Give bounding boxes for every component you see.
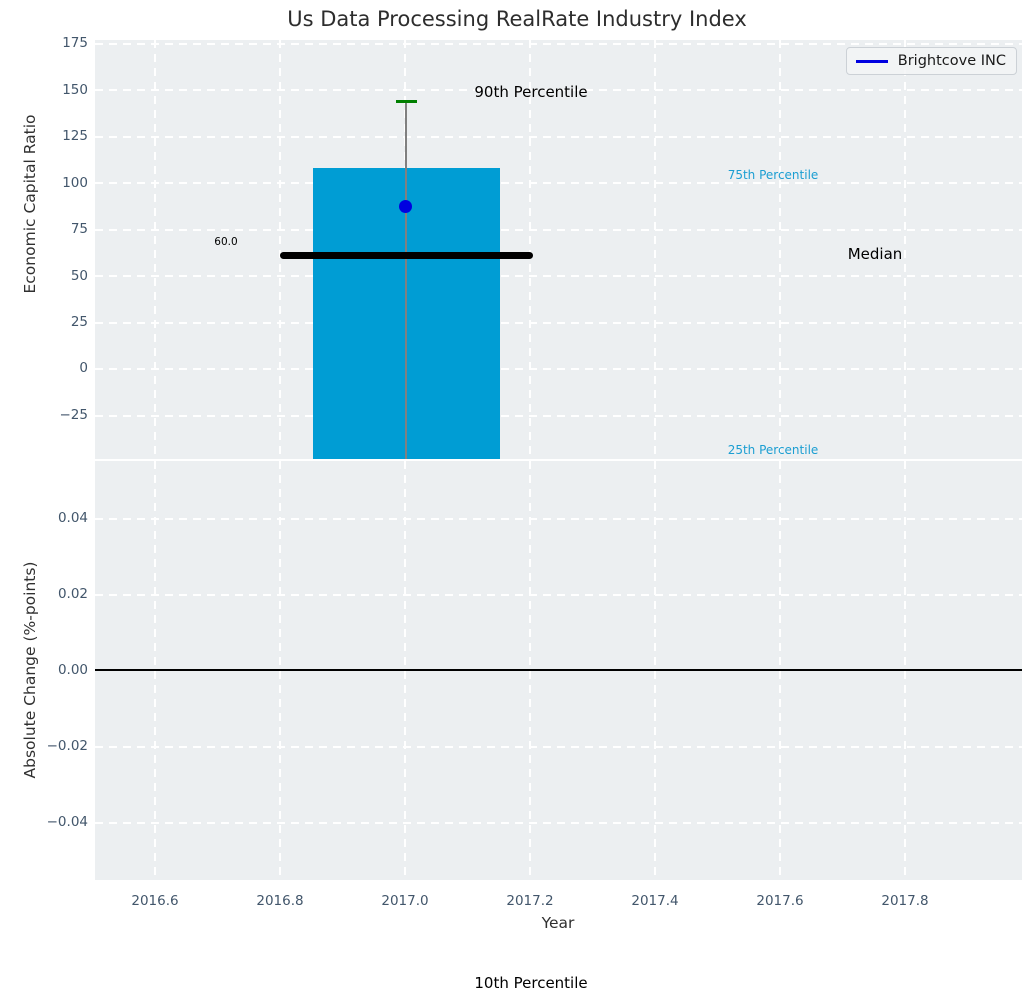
x-tick: 2017.4 (631, 893, 679, 909)
y-tick: 0.02 (57, 586, 88, 602)
y-tick: 175 (62, 35, 88, 51)
y-tick: 150 (62, 82, 88, 98)
gridline (779, 40, 781, 459)
x-tick: 2017.6 (756, 893, 804, 909)
y-tick: 125 (62, 128, 88, 144)
legend: Brightcove INC (845, 47, 1017, 75)
75th-percentile-label: 75th Percentile (727, 168, 819, 182)
zero-reference-line (95, 669, 1022, 671)
chart-title: Us Data Processing RealRate Industry Ind… (287, 7, 747, 31)
y-tick: 0.00 (57, 662, 88, 678)
top-y-axis-label: Economic Capital Ratio (21, 114, 39, 294)
gridline (95, 594, 1022, 596)
gridline (95, 822, 1022, 824)
y-tick: 100 (62, 175, 88, 191)
gridline (904, 40, 906, 459)
bottom-plot-area (95, 461, 1022, 880)
y-tick: −25 (59, 407, 89, 423)
gridline (654, 40, 656, 459)
legend-line-swatch (855, 59, 888, 63)
brightcove-dot (399, 200, 412, 213)
gridline (95, 275, 1022, 277)
x-tick: 2017.0 (381, 893, 429, 909)
median-label: Median (847, 245, 903, 263)
25th-percentile-label: 25th Percentile (727, 443, 819, 457)
top-plot-area: 60.0 90th Percentile 75th Percentile Med… (95, 40, 1022, 459)
x-axis-label: Year (541, 914, 575, 932)
y-tick: 25 (70, 314, 88, 330)
10th-percentile-footnote: 10th Percentile (474, 974, 588, 992)
median-value-label: 60.0 (214, 236, 238, 248)
x-tick: 2016.8 (256, 893, 304, 909)
gridline (154, 40, 156, 459)
gridline (95, 415, 1022, 417)
x-tick: 2017.8 (881, 893, 929, 909)
x-tick: 2016.6 (131, 893, 179, 909)
gridline (95, 43, 1022, 45)
percentile-whisker-line (405, 101, 407, 459)
y-tick: 75 (70, 221, 88, 237)
gridline (95, 368, 1022, 370)
gridline (279, 40, 281, 459)
x-tick: 2017.2 (506, 893, 554, 909)
gridline (95, 136, 1022, 138)
gridline (95, 322, 1022, 324)
bottom-y-axis-label: Absolute Change (%-points) (21, 561, 39, 779)
gridline (95, 182, 1022, 184)
y-tick: 0.04 (57, 510, 88, 526)
y-tick: −0.02 (46, 738, 88, 754)
median-line (280, 252, 533, 259)
gridline (95, 89, 1022, 91)
gridline (95, 746, 1022, 748)
gridline (529, 40, 531, 459)
y-tick: 0 (79, 360, 88, 376)
y-tick: −0.04 (46, 814, 88, 830)
gridline (95, 518, 1022, 520)
y-tick: 50 (70, 268, 88, 284)
legend-label: Brightcove INC (897, 53, 1006, 69)
90th-percentile-cap (396, 100, 417, 103)
90th-percentile-label: 90th Percentile (474, 83, 588, 101)
gridline (95, 229, 1022, 231)
